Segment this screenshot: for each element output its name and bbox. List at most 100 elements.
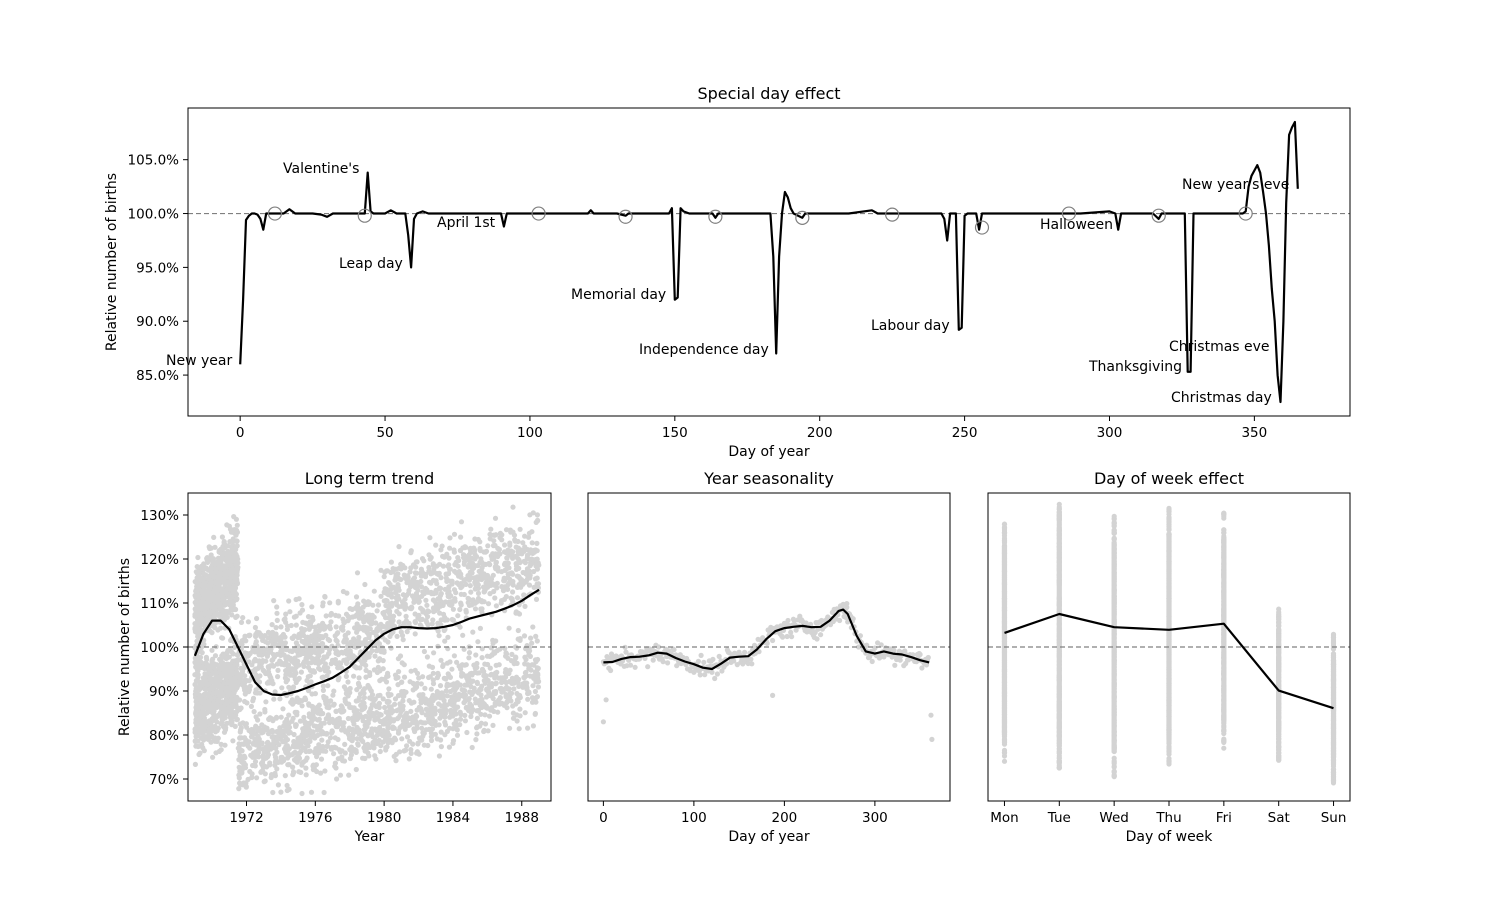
scatter-point: [505, 656, 510, 661]
scatter-point: [518, 527, 523, 532]
scatter-point: [488, 693, 493, 698]
scatter-point: [327, 704, 332, 709]
scatter-point: [929, 737, 934, 742]
scatter-point: [254, 616, 259, 621]
scatter-point: [275, 618, 280, 623]
scatter-point: [770, 693, 775, 698]
scatter-point: [491, 573, 496, 578]
scatter-point: [208, 598, 213, 603]
scatter-point: [249, 704, 254, 709]
scatter-point: [200, 588, 205, 593]
y-tick-label: 120%: [140, 552, 179, 568]
scatter-point: [455, 613, 460, 618]
scatter-point: [818, 632, 823, 637]
scatter-point: [418, 706, 423, 711]
scatter-point: [242, 699, 247, 704]
scatter-point: [477, 539, 482, 544]
scatter-point: [242, 634, 247, 639]
scatter-point: [274, 611, 279, 616]
scatter-point: [460, 633, 465, 638]
scatter-point: [341, 620, 346, 625]
x-tick-label: 300: [862, 810, 888, 826]
scatter-point: [464, 682, 469, 687]
scatter-point: [383, 615, 388, 620]
scatter-point: [319, 634, 324, 639]
scatter-point: [378, 749, 383, 754]
scatter-point: [517, 558, 522, 563]
scatter-point: [475, 716, 480, 721]
scatter-point: [290, 765, 295, 770]
scatter-point: [230, 671, 235, 676]
scatter-point: [528, 636, 533, 641]
scatter-point: [369, 729, 374, 734]
scatter-point: [326, 637, 331, 642]
scatter-point: [204, 710, 209, 715]
scatter-point: [407, 756, 412, 761]
scatter-point: [195, 671, 200, 676]
scatter-point: [505, 575, 510, 580]
scatter-point: [502, 568, 507, 573]
scatter-point: [303, 730, 308, 735]
scatter-point: [441, 662, 446, 667]
scatter-point: [651, 658, 656, 663]
scatter-point: [219, 742, 224, 747]
chart-title: Special day effect: [697, 84, 840, 103]
scatter-point: [362, 756, 367, 761]
scatter-point: [274, 625, 279, 630]
scatter-point: [322, 721, 327, 726]
chart-title: Year seasonality: [703, 469, 834, 488]
scatter-point: [221, 608, 226, 613]
scatter-point: [395, 634, 400, 639]
scatter-point: [286, 598, 291, 603]
scatter-point: [348, 648, 353, 653]
scatter-point: [440, 544, 445, 549]
scatter-point: [375, 608, 380, 613]
scatter-point: [504, 680, 509, 685]
scatter-point: [510, 589, 515, 594]
scatter-point: [452, 596, 457, 601]
scatter-point: [515, 595, 520, 600]
scatter-point: [351, 728, 356, 733]
scatter-point: [414, 559, 419, 564]
scatter-point: [408, 565, 413, 570]
scatter-point: [524, 681, 529, 686]
scatter-point: [441, 564, 446, 569]
scatter-point: [338, 749, 343, 754]
scatter-point: [742, 650, 747, 655]
scatter-point: [253, 625, 258, 630]
scatter-point: [474, 665, 479, 670]
scatter-point: [517, 726, 522, 731]
scatter-point: [287, 609, 292, 614]
scatter-point: [701, 660, 706, 665]
scatter-point: [235, 530, 240, 535]
scatter-point: [402, 715, 407, 720]
scatter-point: [462, 663, 467, 668]
scatter-point: [516, 628, 521, 633]
x-axis-label: Year: [354, 829, 385, 845]
scatter-point: [1002, 759, 1007, 764]
scatter-point: [307, 647, 312, 652]
scatter-point: [208, 727, 213, 732]
scatter-point: [427, 702, 432, 707]
scatter-point: [453, 711, 458, 716]
scatter-point: [382, 705, 387, 710]
scatter-point: [193, 730, 198, 735]
scatter-point: [352, 747, 357, 752]
scatter-point: [266, 746, 271, 751]
scatter-point: [318, 744, 323, 749]
x-tick-label: 300: [1097, 425, 1123, 441]
x-tick-label: 1980: [367, 810, 401, 826]
scatter-point: [463, 582, 468, 587]
scatter-point: [1002, 533, 1007, 538]
scatter-point: [310, 669, 315, 674]
scatter-point: [509, 691, 514, 696]
scatter-point: [429, 721, 434, 726]
scatter-point: [286, 713, 291, 718]
scatter-point: [293, 710, 298, 715]
scatter-point: [386, 580, 391, 585]
scatter-point: [195, 564, 200, 569]
scatter-point: [527, 512, 532, 517]
scatter-point: [279, 685, 284, 690]
scatter-point: [316, 666, 321, 671]
scatter-point: [521, 592, 526, 597]
